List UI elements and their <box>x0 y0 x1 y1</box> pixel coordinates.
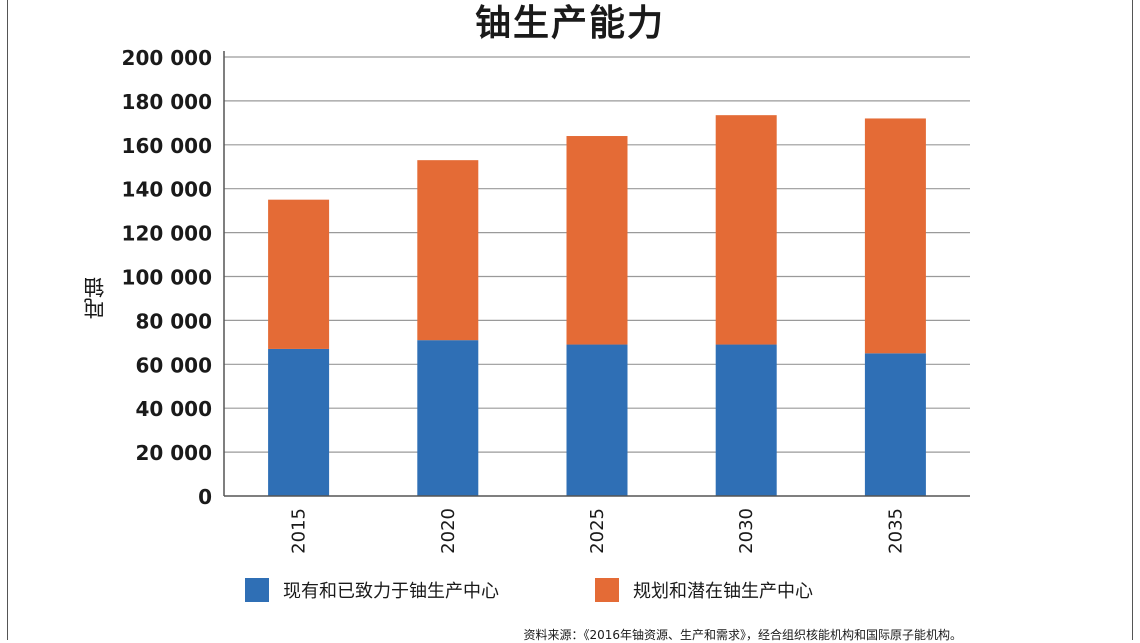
bar-segment-2 <box>864 118 926 354</box>
y-tick-label: 40 000 <box>135 397 212 421</box>
bar-segment-1 <box>268 348 330 496</box>
bar-segment-2 <box>417 160 479 341</box>
y-tick-label: 120 000 <box>122 222 212 246</box>
legend-swatch-series1 <box>245 578 269 602</box>
bar-segment-1 <box>864 353 926 496</box>
x-tick-label: 2020 <box>438 508 459 554</box>
y-tick-label: 80 000 <box>135 309 212 333</box>
y-tick-label: 100 000 <box>122 266 212 290</box>
frame-right-border <box>1132 0 1133 640</box>
y-tick-label: 160 000 <box>122 134 212 158</box>
legend: 现有和已致力于铀生产中心 规划和潜在铀生产中心 <box>0 577 1140 607</box>
legend-item-series1: 现有和已致力于铀生产中心 <box>245 577 499 603</box>
legend-label-series1: 现有和已致力于铀生产中心 <box>283 581 499 602</box>
bar-segment-1 <box>417 340 479 496</box>
x-tick-label: 2025 <box>587 508 608 554</box>
legend-label-series2: 规划和潜在铀生产中心 <box>633 581 813 602</box>
legend-item-series2: 规划和潜在铀生产中心 <box>595 577 813 603</box>
bar-segment-2 <box>715 115 777 345</box>
axes <box>223 51 970 497</box>
y-tick-label: 140 000 <box>122 178 212 202</box>
source-note: 资料来源：《2016年铀资源、生产和需求》，经合组织核能机构和国际原子能机构。 <box>523 628 962 642</box>
frame-left-border <box>7 0 8 640</box>
bar-segment-2 <box>268 199 330 349</box>
bars <box>268 115 926 496</box>
bar-segment-2 <box>566 136 628 345</box>
x-tick-label: 2030 <box>736 508 757 554</box>
x-tick-label: 2035 <box>885 508 906 554</box>
bar-segment-1 <box>566 344 628 496</box>
bar-segment-1 <box>715 344 777 496</box>
tick-labels: 0 20 000 40 000 60 000 80 000 100 000 120 000 1… <box>122 46 907 554</box>
y-tick-label: 200 000 <box>122 46 212 70</box>
y-tick-label: 20 000 <box>135 441 212 465</box>
y-tick-label: 60 000 <box>135 353 212 377</box>
legend-swatch-series2 <box>595 578 619 602</box>
chart-title: 铀生产能力 <box>474 3 665 44</box>
y-tick-label: 0 <box>198 485 212 509</box>
y-tick-label: 180 000 <box>122 90 212 114</box>
x-tick-label: 2015 <box>289 508 310 554</box>
